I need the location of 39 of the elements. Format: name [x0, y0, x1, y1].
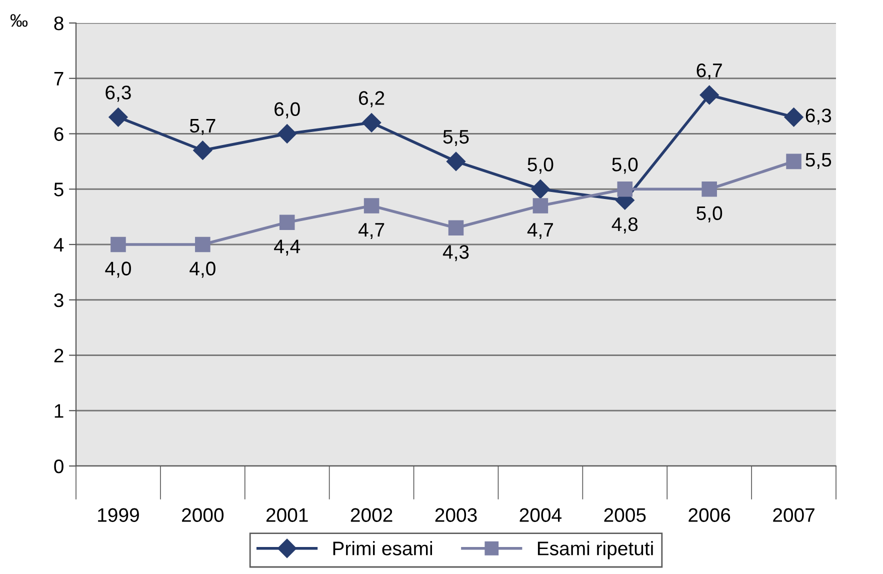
data-label: 4,0: [105, 262, 131, 278]
data-label: 5,5: [806, 153, 832, 169]
x-tick-label: 2002: [350, 508, 392, 522]
y-tick-label: 2: [54, 348, 64, 362]
legend-label: Esami ripetuti: [538, 541, 653, 560]
data-label: 4,4: [274, 240, 300, 256]
y-tick-label: 6: [54, 127, 64, 141]
x-tick-label: 2000: [182, 508, 224, 522]
data-label: 4,7: [527, 223, 553, 239]
data-label: 4,8: [612, 217, 638, 234]
data-label: 6,2: [359, 91, 384, 108]
y-tick-label: 4: [54, 238, 64, 252]
y-tick-label: 3: [54, 293, 64, 308]
data-label: 5,0: [528, 158, 554, 174]
y-tick-label: 0: [54, 459, 64, 474]
data-label: 6,3: [806, 108, 832, 125]
x-tick-label: 2001: [266, 508, 308, 522]
data-label: 4,7: [358, 223, 384, 239]
x-tick-label: 2004: [520, 508, 562, 522]
data-label: 5,5: [443, 130, 469, 146]
data-label: 4,3: [442, 245, 469, 262]
x-tick-label: 2005: [604, 508, 646, 522]
data-label: 5,7: [190, 119, 216, 135]
y-axis-title: ‰: [10, 14, 28, 27]
y-tick-label: 1: [54, 404, 64, 418]
data-label: 5,0: [612, 158, 638, 174]
x-tick-label: 1999: [98, 508, 139, 522]
x-tick-label: 2006: [688, 508, 730, 522]
x-tick-label: 2007: [773, 508, 814, 522]
x-tick-label: 2003: [435, 508, 477, 522]
legend-label: Primi esami: [333, 541, 432, 556]
y-tick-label: 8: [54, 16, 64, 30]
y-tick-label: 7: [54, 72, 64, 86]
data-label: 6,3: [106, 86, 131, 102]
data-label: 6,7: [696, 63, 722, 80]
data-label: 6,0: [274, 102, 300, 118]
data-label: 5,0: [696, 206, 722, 222]
y-tick-label: 5: [54, 182, 64, 196]
data-label: 4,0: [190, 262, 216, 278]
